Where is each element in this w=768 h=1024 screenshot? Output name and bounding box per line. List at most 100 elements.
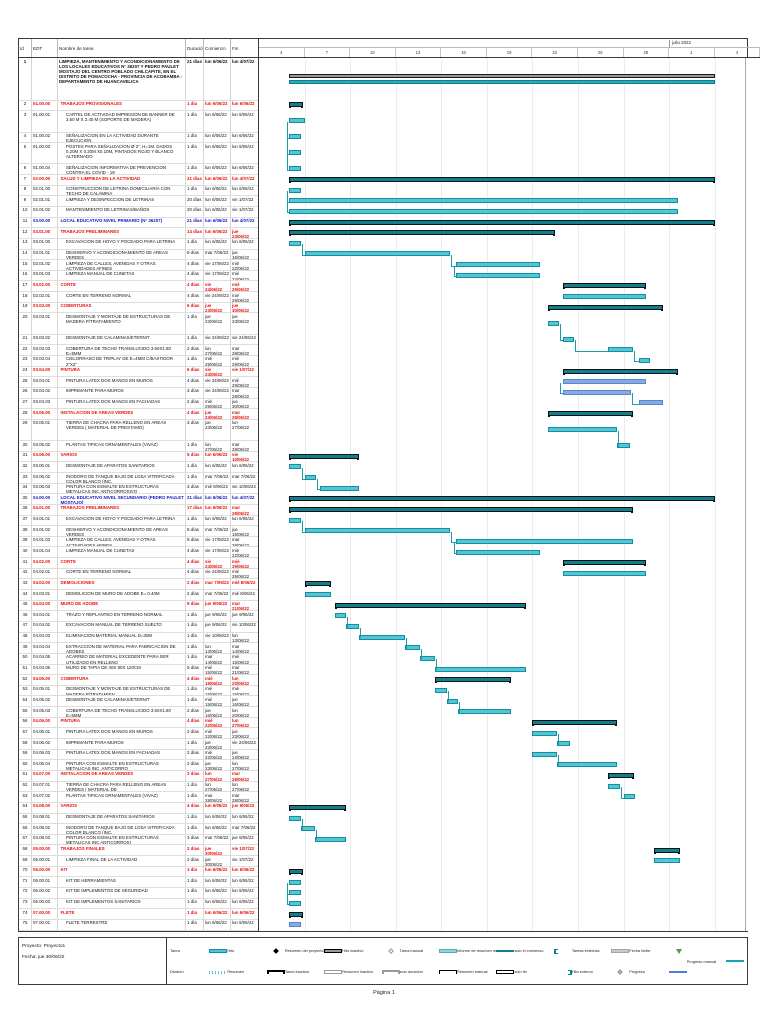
gantt-bar [289, 230, 556, 237]
row-duration: 2 días [186, 707, 204, 717]
row-finish: lun 27/06/22 [232, 420, 250, 431]
row-task-name: IMPRIMANTE PARA MUROS [58, 739, 186, 749]
table-row: 13 03.01.00 EXCAVACION DE HOYO Y POCEADO P… [19, 238, 258, 250]
row-edt: 04.06.00 [32, 717, 58, 728]
row-id: 74 [19, 909, 32, 919]
table-row: 10 02.01.02 MANTENIMIENTO DE LETRINAS/BAÑO… [19, 206, 258, 218]
row-id: 23 [19, 355, 32, 366]
gantt-bar [289, 506, 633, 513]
row-task-name: VARIOS [58, 451, 186, 462]
row-start: mié 15/06/22 [204, 685, 231, 696]
table-row: 9 02.01.01 LIMPIEZA Y DESINFECCION DE LETR… [19, 196, 258, 207]
row-finish: mar 28/06/22 [232, 388, 250, 398]
table-row: 27 03.04.03 PINTURA LATEX DOS MANOS EN FAC… [19, 398, 258, 410]
link-line [347, 616, 349, 628]
row-start: vie 17/06/22 [204, 270, 231, 281]
row-task-name: KIT [58, 866, 186, 877]
link-line [458, 702, 460, 713]
link-line [301, 467, 303, 479]
row-start: lun 27/06/22 [204, 770, 231, 781]
legend-items: Tarea División Hito Resumen Resumen del proy… [167, 938, 747, 984]
row-start: lun 6/06/22 [204, 462, 231, 472]
table-row: 40 04.01.04 LIMPIEZA MANUAL DE CUNETAS 4 dí… [19, 547, 258, 559]
row-duration: 4 días [186, 270, 204, 281]
table-row: 1 LIMPIEZA, MANTENIMIENTO Y ACONDICIONAMI… [19, 58, 258, 101]
gantt-bar [289, 74, 715, 79]
gantt-plot-area [259, 58, 761, 931]
row-edt [32, 58, 58, 100]
row-duration: 2 días [186, 728, 204, 739]
row-duration: 20 días [186, 196, 204, 206]
row-edt: 04.04.02 [32, 621, 58, 632]
table-row: 71 06.00.01 KIT DE HERRAMIENTAS 1 día lun 6/… [19, 877, 258, 888]
gantt-bar [289, 922, 301, 928]
row-edt: 04.00.00 [32, 494, 58, 504]
proj-swatch-icon [324, 948, 343, 954]
row-edt: 04.01.03 [32, 536, 58, 547]
row-edt: 02.00.00 [32, 175, 58, 185]
row-finish: mié 29/06/22 [232, 356, 250, 366]
row-start: lun 6/06/22 [204, 909, 231, 919]
gantt-bar [547, 304, 664, 311]
table-row: 23 03.03.04 CIELORRASO DE TRIPLAY DE E=4MM… [19, 355, 258, 367]
row-duration: 1 día [186, 132, 204, 143]
row-task-name: TIERRA DE CHACRA PARA RELLENO EN AREAS V… [58, 419, 186, 441]
row-duration: 1 día [186, 919, 204, 930]
row-duration: 1 día [186, 355, 204, 366]
row-finish: jue 23/06/22 [232, 228, 250, 238]
gantt-bar [304, 528, 451, 534]
row-finish: lun 6/06/22 [232, 516, 254, 522]
legend-item: Resumen inactivo [342, 961, 400, 982]
row-id: 35 [19, 494, 32, 504]
row-duration: 21 días [186, 58, 204, 100]
gantt-bar [304, 592, 332, 598]
link-line [316, 489, 320, 491]
table-row: 25 03.04.01 PINTURA LATEX DOS MANOS EN MUR… [19, 377, 258, 388]
row-duration: 4 días [186, 377, 204, 387]
table-row: 64 04.08.00 VARIOS 4 días lun 6/06/22 jue 9/0… [19, 802, 258, 814]
row-id: 12 [19, 228, 32, 238]
row-duration: 4 días [186, 558, 204, 568]
row-duration: 1 día [186, 632, 204, 643]
row-duration: 2 días [186, 760, 204, 770]
gantt-bar [304, 251, 451, 257]
row-finish: vie 10/06/22 [232, 622, 256, 628]
gantt-bar [556, 741, 571, 747]
table-row: 34 03.06.03 PINTURA CON ESMALTE EN ESTRUCT… [19, 483, 258, 495]
gantt-bar [304, 581, 332, 588]
legend-item: Tarea inactiva [285, 961, 343, 982]
gantt-bar [289, 79, 715, 84]
row-start: jue 23/06/22 [204, 313, 231, 334]
row-task-name: LOCAL EDUCATIVO NIVEL PRIMARIO (N° 36207… [58, 217, 186, 228]
row-duration: 17 días [186, 504, 204, 515]
row-id: 14 [19, 249, 32, 260]
row-task-name: MURO DE TAPIA DE 40X 80X 120CM [58, 664, 186, 675]
gantt-bar [456, 549, 540, 555]
row-duration: 21 días [186, 494, 204, 504]
task-swatch-icon [209, 948, 228, 954]
table-row: 18 03.02.01 CORTE EN TERRENO NORMAL 4 días v… [19, 292, 258, 303]
imile-swatch-icon [382, 947, 400, 954]
gantt-bar [289, 805, 346, 812]
row-start: mar 7/06/22 [204, 473, 231, 483]
row-task-name: DEMOLICION DE MURO DE ADOBE E= 0.40M [58, 590, 186, 600]
table-row: 55 04.05.03 COBERTURA DE TECHO TRANSLUCIDO… [19, 707, 258, 718]
row-finish: mié 29/06/22 [232, 569, 250, 579]
row-start: vie 24/06/22 [204, 292, 231, 302]
row-edt: 03.06.03 [32, 483, 58, 494]
table-row: 20 03.03.01 DESMONTAJE Y MONTAJE DE ESTRUC… [19, 313, 258, 335]
row-finish: mié 8/06/22 [232, 590, 255, 596]
legend-item: Resumen del proyecto [285, 940, 343, 961]
row-edt: 03.00.00 [32, 217, 58, 228]
link-line [286, 153, 288, 170]
row-duration: 1 día [186, 621, 204, 632]
row-task-name: INSTALACION DE AREAS VERDES [58, 770, 186, 781]
table-row: 2 01.00.00 TRABAJOS PROVISIONALES 1 día lun … [19, 100, 258, 112]
link-line [447, 691, 449, 703]
task-table: Id EDT Nombre de tarea Duración Comienzo… [19, 39, 259, 931]
header-id: Id [19, 39, 32, 57]
row-duration: 1 día [186, 696, 204, 707]
row-task-name: CORTE EN TERRENO NORMAL [58, 568, 186, 579]
row-id: 54 [19, 696, 32, 707]
row-task-name: CORTE EN TERRENO NORMAL [58, 292, 186, 302]
